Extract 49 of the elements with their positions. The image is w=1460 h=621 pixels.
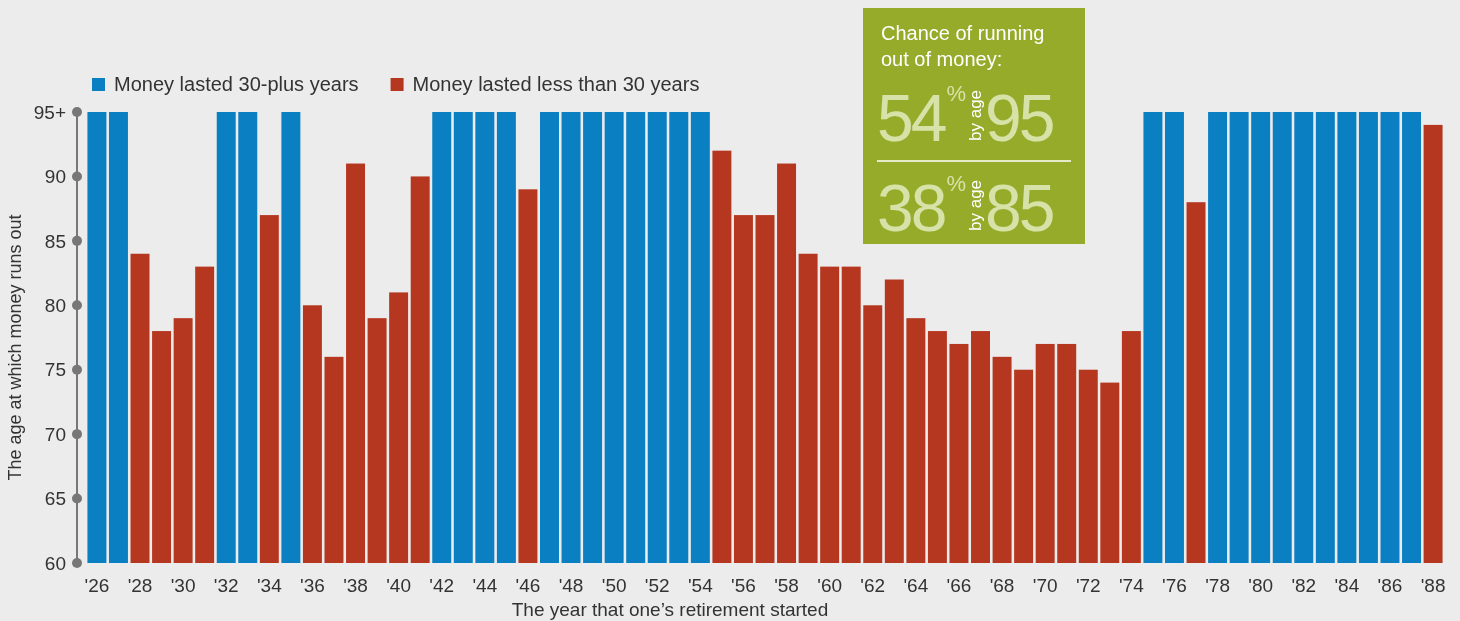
x-tick-label: '64 [903, 575, 929, 596]
x-tick-label: '38 [343, 575, 368, 596]
y-axis-title: The age at which money runs out [5, 214, 25, 481]
x-tick-label: '74 [1118, 575, 1145, 596]
text: Chance of running out of money: [881, 22, 1045, 70]
x-tick-label: '86 [1377, 575, 1403, 596]
x-tick-label: '70 [1032, 575, 1058, 596]
y-tick-label: 75 [44, 359, 66, 381]
y-tick-label: 60 [44, 552, 66, 574]
y-tick-label: 65 [44, 488, 66, 510]
x-tick-label: '52 [644, 575, 670, 596]
x-tick-label: '66 [946, 575, 972, 596]
x-tick-label: '54 [687, 575, 714, 596]
annotation: 38% [877, 171, 966, 245]
x-tick-label: '36 [300, 575, 325, 596]
x-tick-label: '50 [601, 575, 627, 596]
y-tick-label: 80 [44, 294, 66, 316]
annotation: 54% [877, 81, 966, 155]
x-tick-label: '58 [774, 575, 799, 596]
y-tick-label: 85 [44, 230, 66, 252]
x-tick-label: '48 [558, 575, 584, 596]
x-tick-label: '42 [429, 575, 455, 596]
x-tick-label: '46 [515, 575, 541, 596]
annotation: by age 95 [966, 81, 1053, 155]
x-tick-label: '60 [817, 575, 843, 596]
x-tick-label: '40 [386, 575, 412, 596]
x-tick-label: '30 [170, 575, 196, 596]
x-tick-label: '32 [213, 575, 239, 596]
legend-label: Money lasted less than 30 years [412, 73, 700, 95]
y-tick-label: 95+ [33, 101, 66, 123]
y-tick-label: 90 [44, 166, 66, 188]
legend-label: Money lasted 30-plus years [114, 73, 359, 95]
x-tick-label: '76 [1162, 575, 1187, 596]
x-tick-label: '82 [1291, 575, 1317, 596]
x-tick-label: '88 [1420, 575, 1446, 596]
x-tick-label: '84 [1334, 575, 1360, 596]
x-tick-label: '62 [860, 575, 886, 596]
annotation: by age 85 [966, 171, 1053, 245]
x-tick-label: '56 [731, 575, 756, 596]
x-tick-label: '26 [84, 575, 110, 596]
x-tick-label: '28 [127, 575, 153, 596]
x-tick-label: '34 [256, 575, 283, 596]
x-tick-label: '80 [1248, 575, 1274, 596]
x-tick-label: '68 [989, 575, 1015, 596]
x-tick-label: '78 [1205, 575, 1230, 596]
x-axis-title: The year that one’s retirement started [511, 599, 829, 620]
x-tick-label: '72 [1075, 575, 1101, 596]
y-tick-label: 70 [44, 423, 66, 445]
x-tick-label: '44 [472, 575, 498, 596]
